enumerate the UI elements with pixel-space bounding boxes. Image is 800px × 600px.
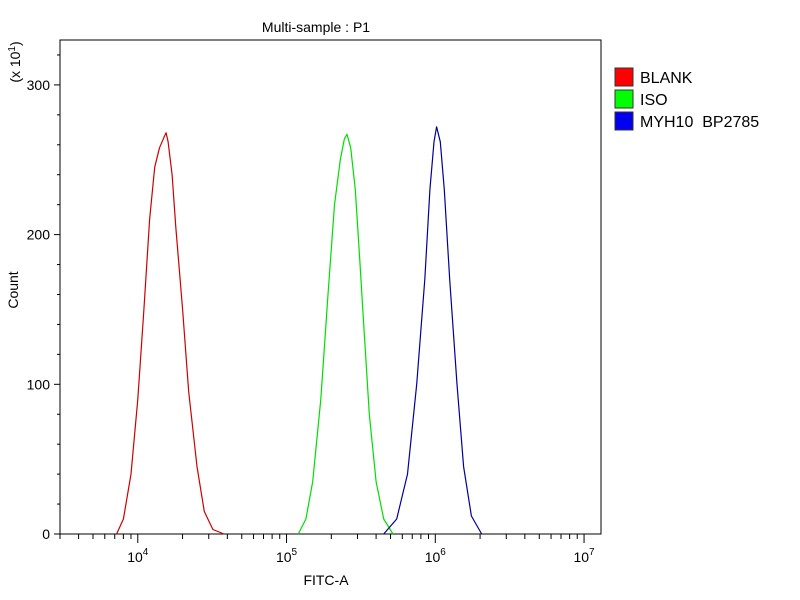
legend-swatch	[614, 67, 634, 87]
series-line-iso	[297, 133, 394, 535]
series-layer	[116, 126, 483, 535]
legend-swatch	[614, 89, 634, 109]
x-tick-label: 105	[276, 547, 298, 565]
y-axis-label: Count	[5, 271, 21, 308]
x-tick-label: 106	[425, 547, 447, 565]
legend-label: BLANK	[640, 70, 693, 87]
legend-label: MYH10 BP2785	[640, 114, 759, 131]
legend-swatch	[614, 111, 634, 131]
series-line-blank	[116, 132, 225, 535]
y-axis-multiplier: (x 101)	[7, 41, 23, 82]
y-tick-label: 100	[27, 376, 51, 392]
y-tick-label: 200	[27, 227, 51, 243]
legend-label: ISO	[640, 92, 668, 109]
x-tick-label: 107	[573, 547, 595, 565]
legend: BLANK ISO MYH10 BP2785	[614, 67, 759, 131]
plot-frame	[59, 39, 602, 535]
series-line-myh10-bp2785	[383, 126, 483, 535]
y-tick-label: 300	[27, 77, 51, 93]
x-tick-label: 104	[127, 547, 149, 565]
y-tick-label: 0	[42, 526, 50, 542]
x-axis: 104 105 106 107	[59, 534, 595, 565]
chart-title: Multi-sample : P1	[262, 19, 370, 35]
x-axis-label: FITC-A	[303, 572, 349, 588]
y-axis: 0 100 200 300	[27, 54, 60, 542]
